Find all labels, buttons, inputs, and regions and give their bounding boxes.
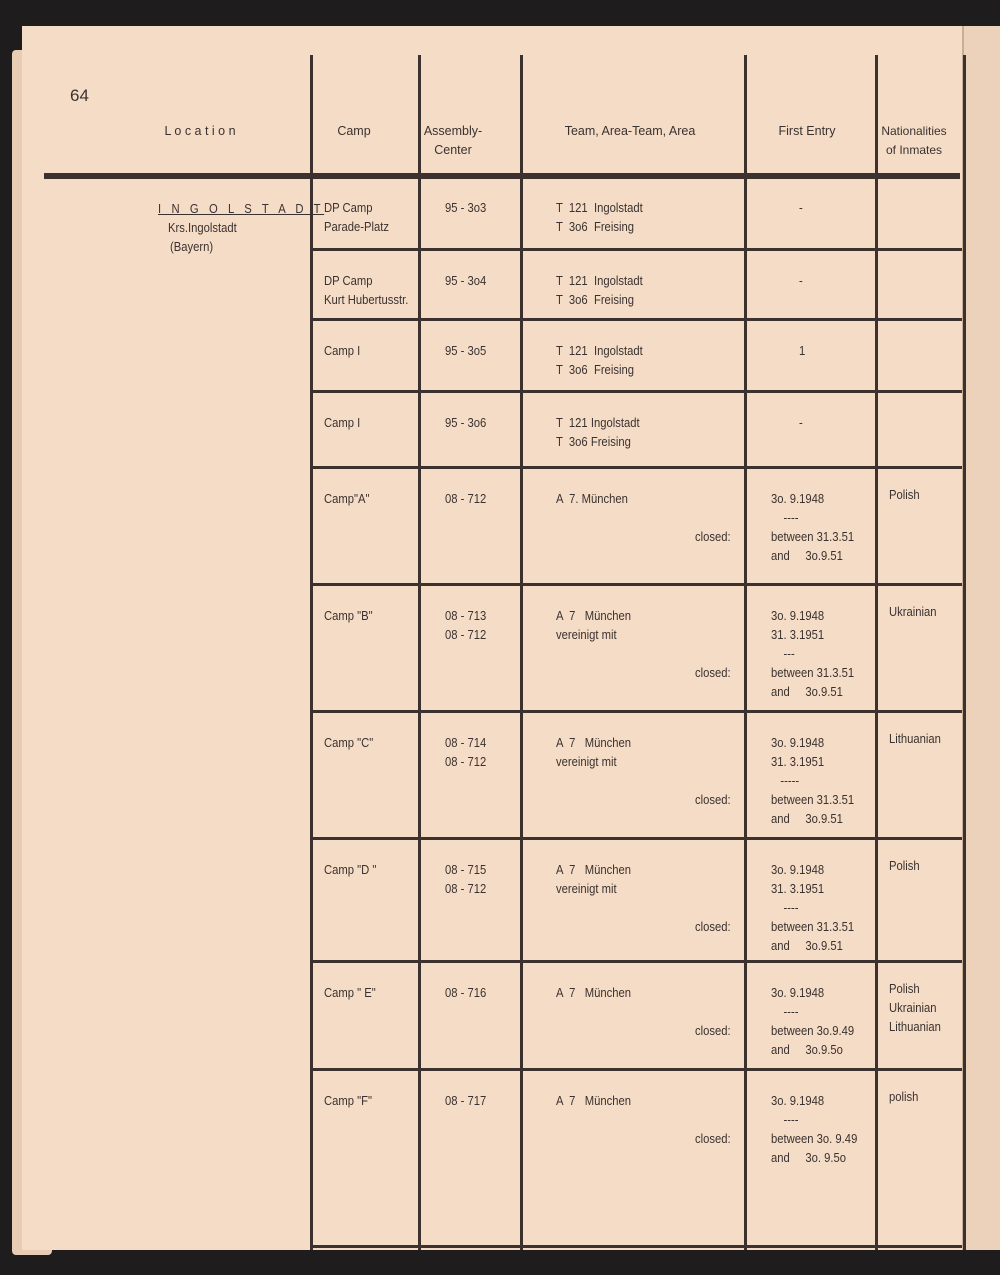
assembly-center: 08 - 717 (445, 1094, 487, 1108)
row-divider (310, 390, 962, 393)
camp-name: Camp I (324, 344, 361, 358)
header-nationalities: Nationalities of Inmates (881, 124, 947, 157)
header-team: Team, Area-Team, Area (564, 124, 696, 138)
location-name: I N G O L S T A D T (158, 202, 325, 216)
team-area: A 7 München vereinigt mit (556, 736, 632, 769)
assembly-center: 95 - 3o5 (445, 344, 487, 358)
team-area: A 7 München (556, 986, 632, 1000)
closed-label: closed: (695, 1132, 731, 1146)
row-divider (310, 837, 962, 840)
assembly-center: 08 - 713 08 - 712 (445, 609, 487, 642)
location-state: (Bayern) (170, 240, 214, 254)
team-area: A 7. München (556, 492, 628, 506)
camp-name: Camp "B" (324, 609, 373, 623)
nationalities: Polish (889, 859, 920, 873)
header-rule (44, 173, 960, 179)
first-entry: 3o. 9.1948 ---- between 31.3.51 and 3o.9… (771, 492, 855, 563)
row-divider (310, 1245, 962, 1248)
camp-name: Camp I (324, 416, 361, 430)
closed-label: closed: (695, 920, 731, 934)
first-entry: 3o. 9.1948 ---- between 3o. 9.49 and 3o.… (771, 1094, 858, 1165)
team-area: T 121 Ingolstadt T 3o6 Freising (556, 201, 643, 234)
column-divider (963, 55, 966, 1250)
team-area: A 7 München (556, 1094, 632, 1108)
team-area: A 7 München vereinigt mit (556, 609, 632, 642)
assembly-center: 08 - 714 08 - 712 (445, 736, 487, 769)
column-divider (310, 55, 313, 1250)
team-area: A 7 München vereinigt mit (556, 863, 632, 896)
first-entry: 1 (799, 344, 806, 358)
assembly-center: 95 - 3o6 (445, 416, 487, 430)
closed-label: closed: (695, 793, 731, 807)
column-divider (875, 55, 878, 1250)
camp-name: Camp "F" (324, 1094, 372, 1108)
row-divider (310, 1068, 962, 1071)
camp-name: Camp " E" (324, 986, 376, 1000)
camp-name: Camp "C" (324, 736, 374, 750)
team-area: T 121 Ingolstadt T 3o6 Freising (556, 344, 643, 377)
assembly-center: 08 - 712 (445, 492, 487, 506)
team-area: T 121 Ingolstadt T 3o6 Freising (556, 274, 643, 307)
column-divider (520, 55, 523, 1250)
first-entry: - (799, 416, 803, 430)
header-first-entry: First Entry (778, 124, 836, 138)
next-page-edge (962, 26, 1000, 1250)
closed-label: closed: (695, 530, 731, 544)
row-divider (310, 710, 962, 713)
first-entry: 3o. 9.1948 ---- between 3o.9.49 and 3o.9… (771, 986, 855, 1057)
assembly-center: 08 - 716 (445, 986, 487, 1000)
page-number: 64 (70, 86, 89, 105)
row-divider (310, 583, 962, 586)
nationalities: polish (889, 1090, 919, 1104)
assembly-center: 08 - 715 08 - 712 (445, 863, 487, 896)
nationalities: Polish (889, 488, 920, 502)
header-camp: Camp (337, 124, 371, 138)
nationalities: Polish Ukrainian Lithuanian (889, 982, 941, 1034)
first-entry: 3o. 9.1948 31. 3.1951 --- between 31.3.5… (771, 609, 855, 699)
assembly-center: 95 - 3o3 (445, 201, 487, 215)
column-divider (744, 55, 747, 1250)
assembly-center: 95 - 3o4 (445, 274, 487, 288)
nationalities: Ukrainian (889, 605, 937, 619)
row-divider (310, 466, 962, 469)
camp-name: DP Camp Parade-Platz (324, 201, 390, 234)
header-location: L o c a t i o n (164, 124, 236, 138)
first-entry: - (799, 201, 803, 215)
first-entry: 3o. 9.1948 31. 3.1951 ---- between 31.3.… (771, 863, 855, 953)
first-entry: - (799, 274, 803, 288)
camp-name: DP Camp Kurt Hubertusstr. (324, 274, 409, 307)
first-entry: 3o. 9.1948 31. 3.1951 ----- between 31.3… (771, 736, 855, 826)
closed-label: closed: (695, 1024, 731, 1038)
camp-name: Camp "D " (324, 863, 377, 877)
closed-label: closed: (695, 666, 731, 680)
row-divider (310, 248, 962, 251)
nationalities: Lithuanian (889, 732, 941, 746)
team-area: T 121 Ingolstadt T 3o6 Freising (556, 416, 640, 449)
header-assembly-center: Assembly- Center (423, 124, 483, 157)
row-divider (310, 318, 962, 321)
camp-name: Camp"A" (324, 492, 370, 506)
row-divider (310, 960, 962, 963)
location-district: Krs.Ingolstadt (168, 221, 237, 235)
document-page (22, 26, 962, 1250)
column-divider (418, 55, 421, 1250)
